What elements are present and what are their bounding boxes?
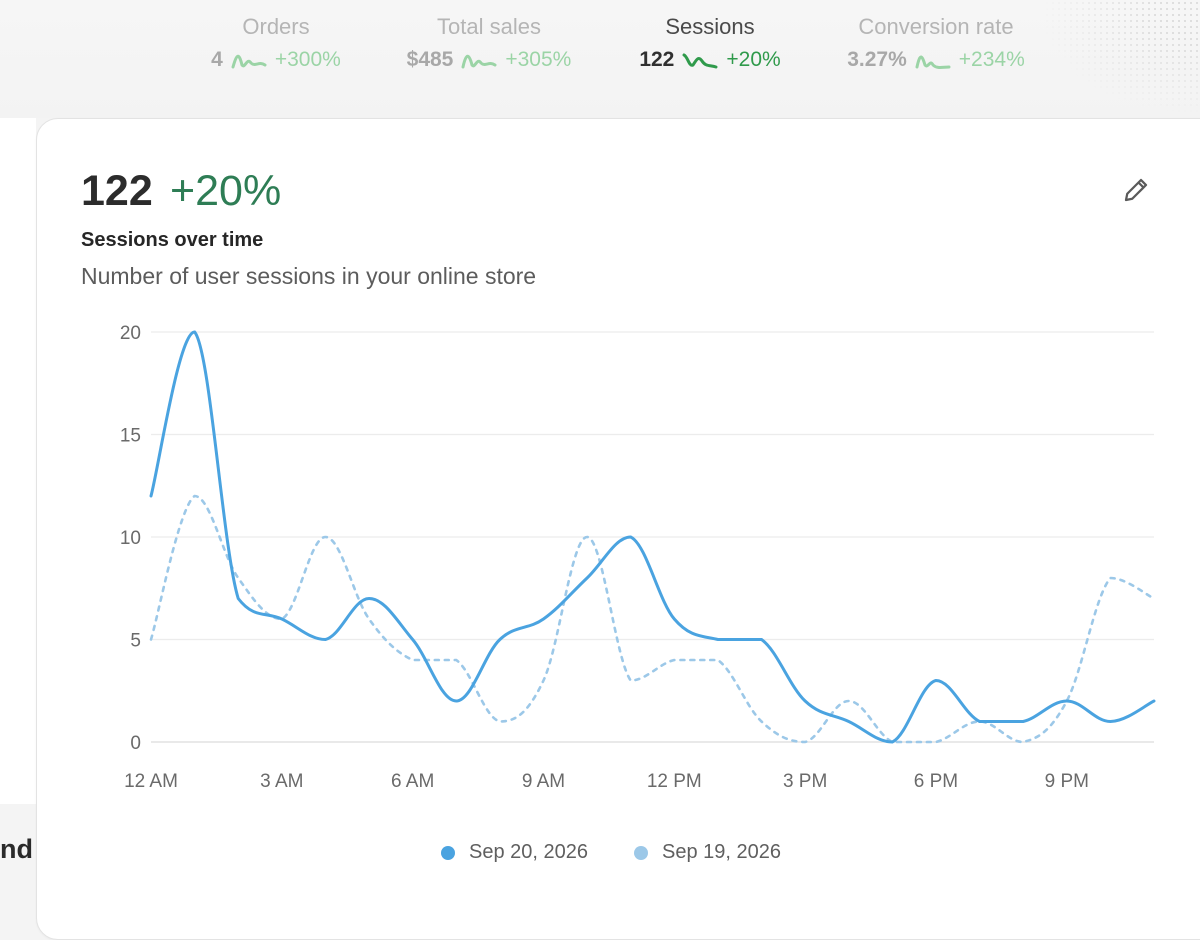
y-tick-label: 5 — [130, 631, 141, 652]
x-tick-label: 9 PM — [1045, 771, 1089, 792]
background-panel — [0, 118, 36, 804]
chart-subtitle: Number of user sessions in your online s… — [81, 263, 537, 289]
legend-item-previous[interactable]: Sep 19, 2026 — [634, 841, 781, 864]
sparkline-icon — [461, 54, 497, 69]
card-change: +20% — [170, 167, 282, 215]
x-tick-label: 12 AM — [124, 771, 178, 792]
legend-swatch — [634, 845, 648, 860]
legend-swatch — [441, 845, 455, 860]
metric-change: +305% — [505, 48, 572, 71]
x-tick-label: 9 AM — [522, 771, 565, 792]
metric-change: +300% — [274, 48, 341, 71]
metric-label: Conversion rate — [858, 14, 1014, 39]
truncated-heading: nd — [0, 834, 33, 864]
chart-title: Sessions over time — [81, 229, 264, 251]
legend-item-current[interactable]: Sep 20, 2026 — [441, 841, 588, 864]
metric-conversion-rate[interactable]: Conversion rate 3.27% +234% — [834, 12, 1038, 72]
y-tick-label: 0 — [130, 733, 141, 754]
y-tick-label: 10 — [120, 528, 141, 549]
metric-change: +234% — [958, 48, 1025, 71]
metric-label: Total sales — [437, 14, 541, 39]
x-tick-label: 3 AM — [260, 771, 303, 792]
x-tick-label: 12 PM — [647, 771, 702, 792]
metric-total-sales[interactable]: Total sales $485 +305% — [394, 12, 584, 72]
metric-label: Sessions — [665, 14, 755, 39]
x-tick-label: 6 PM — [914, 771, 958, 792]
metric-value: 3.27% — [847, 48, 907, 71]
sparkline-icon — [915, 55, 951, 69]
metrics-bar: Orders 4 +300% Total sales $485 +305% Se… — [0, 0, 1200, 150]
metric-sessions[interactable]: Sessions 122 +20% — [628, 12, 792, 72]
metric-value: $485 — [406, 48, 454, 71]
sparkline-icon — [682, 53, 718, 69]
background-panel-lower — [0, 804, 36, 903]
sparkline-icon — [231, 54, 267, 69]
legend-label: Sep 20, 2026 — [469, 841, 588, 863]
x-tick-label: 3 PM — [783, 771, 827, 792]
sessions-line-chart: 0 5 10 15 20 12 AM 3 AM 6 AM 9 AM 12 PM 3 PM 6 PM 9 … — [120, 323, 1156, 792]
metric-change: +20% — [726, 48, 781, 71]
series-line-sep-20 — [149, 330, 1156, 744]
y-tick-label: 15 — [120, 426, 141, 447]
metric-value: 4 — [211, 48, 223, 71]
x-tick-label: 6 AM — [391, 771, 434, 792]
legend-label: Sep 19, 2026 — [662, 841, 781, 863]
metric-orders[interactable]: Orders 4 +300% — [206, 12, 346, 72]
y-tick-label: 20 — [120, 323, 141, 344]
sessions-chart-card: 122 +20% Sessions over time Number of us… — [36, 118, 1200, 940]
pencil-icon[interactable] — [1121, 175, 1151, 205]
metric-value: 122 — [639, 48, 675, 71]
metric-label: Orders — [242, 14, 310, 39]
card-value: 122 — [81, 167, 153, 215]
series-line-sep-19 — [149, 494, 1156, 744]
chart-legend: Sep 20, 2026 Sep 19, 2026 — [37, 841, 1200, 871]
